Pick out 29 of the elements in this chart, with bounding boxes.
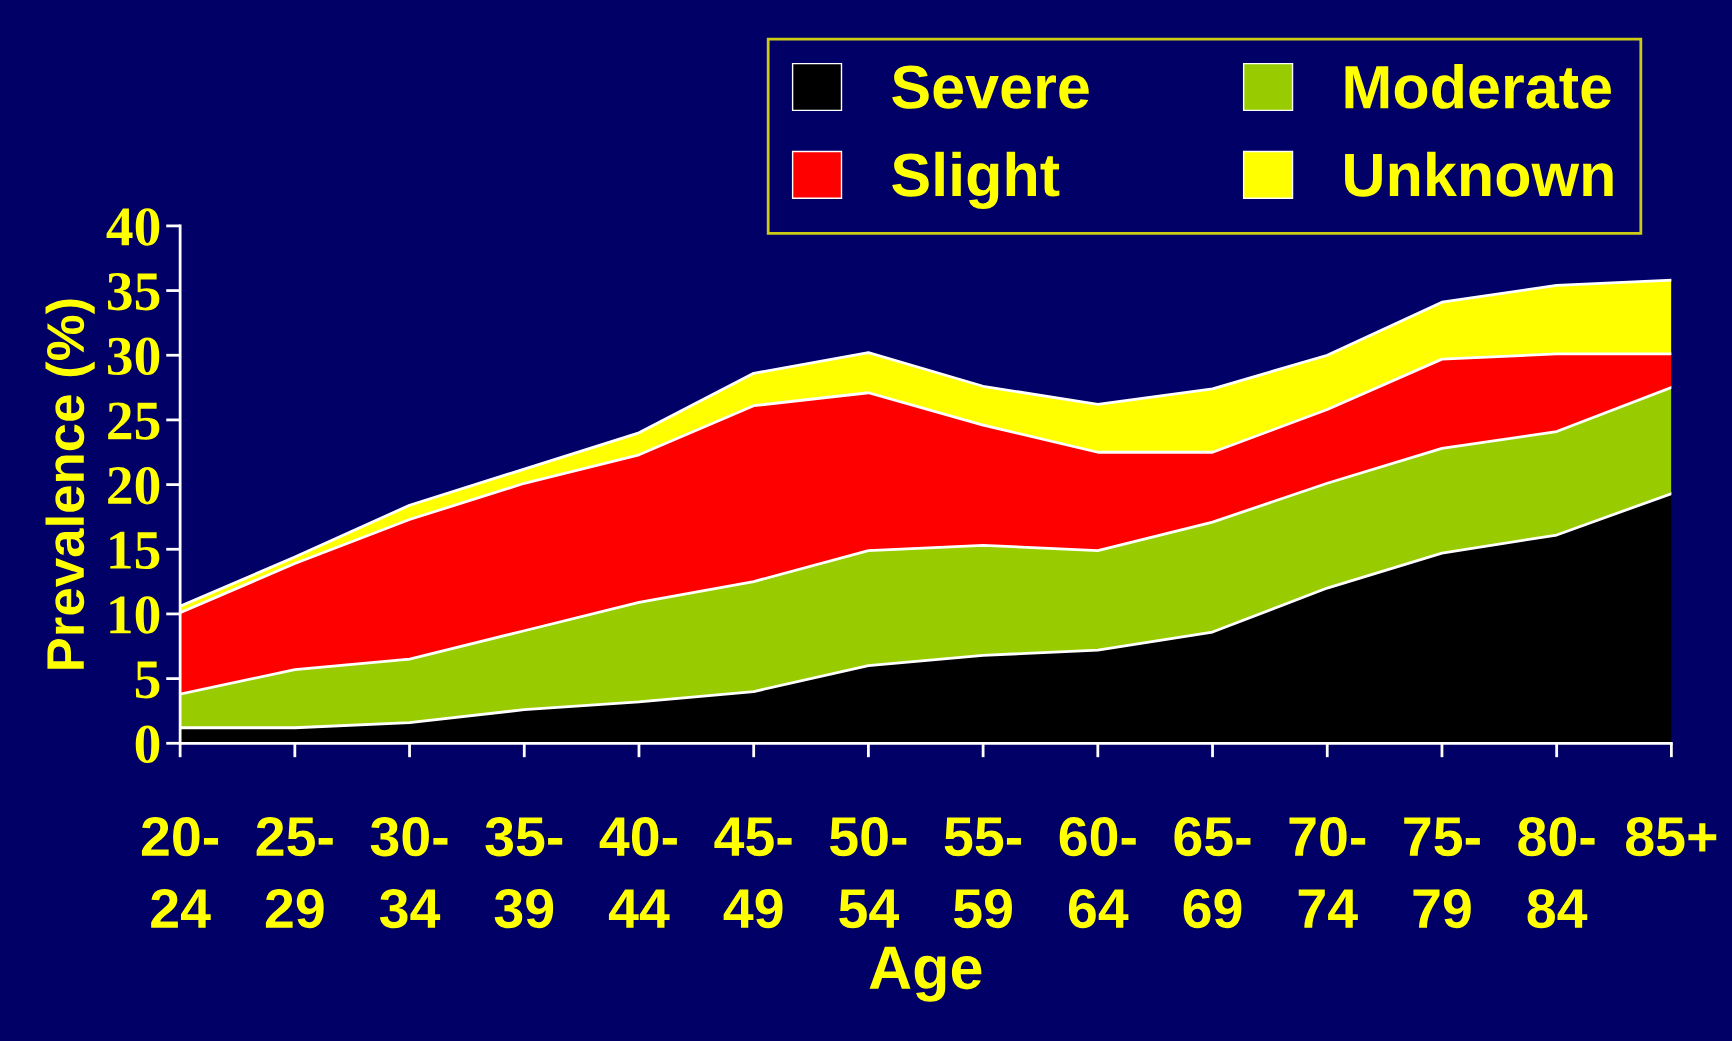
y-tick-label: 0 xyxy=(135,725,160,764)
y-tick-label: 30 xyxy=(107,337,160,376)
y-tick-label: 40 xyxy=(106,208,160,246)
legend-label: Moderate xyxy=(1345,63,1611,109)
x-tick-label: 20- 24 xyxy=(141,816,219,928)
x-tick-label: 30- 34 xyxy=(370,816,448,929)
y-axis-title: Prevalence (%) xyxy=(45,299,95,669)
x-tick-label: 80- 84 xyxy=(1518,816,1595,929)
x-tick-label: 40- 44 xyxy=(599,816,677,928)
x-tick-label: 65- 69 xyxy=(1174,816,1251,929)
x-tick-label: 75- 79 xyxy=(1404,817,1480,929)
x-tick-label: 45- 49 xyxy=(714,817,792,929)
x-tick-label: 55- 59 xyxy=(944,817,1022,929)
legend-label: Unknown xyxy=(1345,151,1613,197)
x-tick-label: 60- 64 xyxy=(1059,816,1136,929)
y-tick-label: 5 xyxy=(135,661,160,699)
y-tick-label: 15 xyxy=(110,531,160,570)
y-tick-label: 35 xyxy=(107,273,160,311)
x-axis-title: Age xyxy=(869,946,982,1002)
x-tick-label: 25- 29 xyxy=(256,816,333,929)
y-tick-label: 10 xyxy=(110,596,160,634)
legend-label: Severe xyxy=(892,65,1089,109)
x-tick-label: 85+ xyxy=(1626,816,1717,857)
x-tick-label: 50- 54 xyxy=(829,816,907,929)
x-tick-label: 70- 74 xyxy=(1289,816,1366,928)
y-tick-label: 20 xyxy=(108,466,160,505)
x-tick-label: 35- 39 xyxy=(485,816,563,929)
legend-label: Slight xyxy=(892,151,1060,209)
y-tick-label: 25 xyxy=(108,402,160,440)
